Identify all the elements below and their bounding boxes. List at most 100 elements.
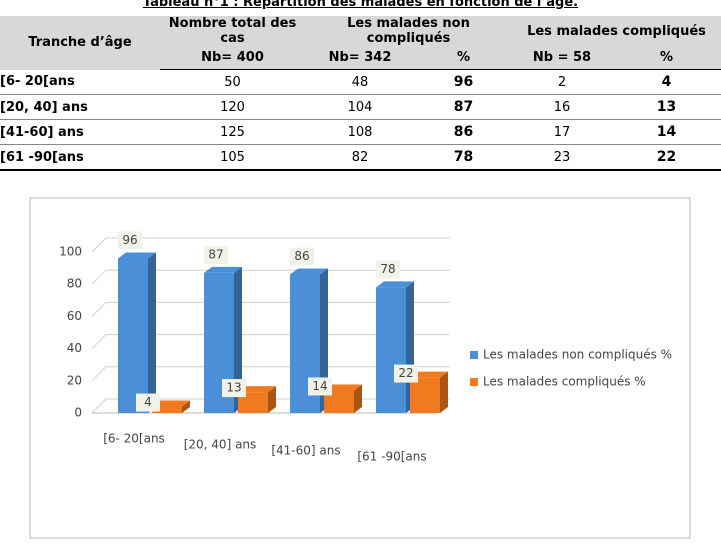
y-tick-label: 60 bbox=[67, 309, 82, 323]
bar-face bbox=[410, 371, 448, 378]
y-tick-label: 80 bbox=[67, 277, 82, 291]
data-label: 13 bbox=[226, 381, 241, 395]
table-row: [20, 40] ans 120 104 87 16 13 bbox=[0, 95, 721, 120]
header-cell: Tranche d’âge bbox=[0, 16, 160, 70]
data-label-box bbox=[394, 364, 418, 383]
y-tick-label: 40 bbox=[67, 341, 82, 355]
table-cell: 96 bbox=[453, 74, 474, 90]
table-cell: 13 bbox=[656, 99, 677, 115]
y-tick-label: 0 bbox=[74, 406, 82, 420]
data-label-box bbox=[222, 379, 246, 398]
bar-face bbox=[320, 268, 328, 413]
header-cell: Les malades non compliqués bbox=[305, 16, 512, 46]
data-label-box bbox=[136, 393, 160, 412]
data-label-box bbox=[118, 231, 142, 250]
table-cell: 87 bbox=[453, 99, 474, 115]
x-tick-label: [6- 20[ans bbox=[103, 432, 165, 446]
bar-face bbox=[118, 258, 148, 413]
header-cell: Les malades compliqués bbox=[512, 16, 721, 46]
table-cell: [61 -90[ans bbox=[0, 149, 84, 165]
data-label-box bbox=[204, 245, 228, 264]
grid-line bbox=[91, 301, 450, 317]
legend-swatch bbox=[470, 351, 478, 359]
bar-face bbox=[238, 392, 268, 413]
table-cell: [20, 40] ans bbox=[0, 99, 88, 115]
grid-line bbox=[91, 366, 450, 382]
bar-face bbox=[376, 281, 414, 288]
table-cell: 120 bbox=[220, 99, 245, 115]
legend-label: Les malades non compliqués % bbox=[483, 348, 672, 362]
data-label: 78 bbox=[380, 262, 395, 276]
bar bbox=[204, 266, 242, 413]
bar-face bbox=[440, 371, 448, 413]
bar bbox=[376, 281, 414, 413]
table: Tranche d’âge Nombre total des cas Les m… bbox=[0, 16, 721, 171]
table-cell: 23 bbox=[553, 149, 571, 165]
table-cell: 17 bbox=[553, 124, 571, 140]
bar-face bbox=[354, 384, 362, 413]
bar-face bbox=[376, 287, 406, 413]
data-label-box bbox=[308, 377, 332, 396]
table-cell: 14 bbox=[656, 124, 677, 140]
data-label: 87 bbox=[208, 247, 223, 261]
table-cell: [6- 20[ans bbox=[0, 74, 75, 90]
data-label-box bbox=[376, 260, 400, 279]
bar-face bbox=[204, 272, 234, 413]
bar bbox=[118, 252, 156, 413]
data-label: 4 bbox=[144, 395, 152, 409]
table-cell: 48 bbox=[351, 74, 369, 90]
x-tick-label: [41-60] ans bbox=[271, 444, 340, 458]
table-cell: 82 bbox=[351, 149, 369, 165]
table-cell: 16 bbox=[553, 99, 571, 115]
table-cell: 2 bbox=[557, 74, 567, 90]
subheader-cell: % bbox=[415, 46, 512, 70]
bar-face bbox=[410, 377, 440, 413]
table-title: Tableau n°1 : Répartition des malades en… bbox=[142, 0, 579, 10]
table-cell: 78 bbox=[453, 149, 474, 165]
subheader-cell: % bbox=[612, 46, 721, 70]
table-cell: 50 bbox=[224, 74, 241, 90]
data-label: 22 bbox=[398, 366, 413, 380]
bar bbox=[238, 386, 276, 413]
legend-swatch bbox=[470, 378, 478, 386]
table-cell: 4 bbox=[661, 74, 672, 90]
bar-face bbox=[238, 386, 276, 393]
table-row: [41-60] ans 125 108 86 17 14 bbox=[0, 120, 721, 145]
bar-face bbox=[290, 268, 328, 275]
table-cell: 22 bbox=[656, 149, 677, 165]
table-cell: 104 bbox=[347, 99, 373, 115]
bar-face bbox=[234, 266, 242, 413]
bar-face bbox=[182, 400, 190, 413]
x-tick-label: [20, 40] ans bbox=[184, 438, 257, 452]
subheader-cell: Nb= 342 bbox=[305, 46, 415, 70]
header-cell: Nombre total des cas bbox=[160, 16, 305, 46]
data-label: 96 bbox=[122, 233, 137, 247]
table-cell: 105 bbox=[220, 149, 245, 165]
grid-line bbox=[91, 269, 450, 285]
bar-face bbox=[324, 390, 354, 413]
table-row: [6- 20[ans 50 48 96 2 4 bbox=[0, 70, 721, 95]
bar-face bbox=[118, 252, 156, 259]
table-cell: 108 bbox=[347, 124, 373, 140]
data-label: 14 bbox=[312, 379, 327, 393]
table-cell: 86 bbox=[453, 124, 474, 140]
y-tick-label: 100 bbox=[59, 245, 82, 259]
bar-face bbox=[324, 384, 362, 391]
bar bbox=[324, 384, 362, 413]
bar bbox=[410, 371, 448, 413]
data-label-box bbox=[290, 247, 314, 266]
grid-line bbox=[91, 334, 450, 349]
bar-face bbox=[268, 386, 276, 413]
grid-line bbox=[91, 237, 450, 253]
x-tick-label: [61 -90[ans bbox=[357, 450, 426, 464]
subheader-cell: Nb = 58 bbox=[512, 46, 612, 70]
bar-face bbox=[204, 266, 242, 273]
data-label: 86 bbox=[294, 249, 309, 263]
y-tick-label: 20 bbox=[67, 373, 82, 387]
subheader-cell: Nb= 400 bbox=[160, 46, 305, 70]
table-cell: 125 bbox=[220, 124, 245, 140]
bar-face bbox=[148, 252, 156, 413]
table-row: [61 -90[ans 105 82 78 23 22 bbox=[0, 145, 721, 170]
